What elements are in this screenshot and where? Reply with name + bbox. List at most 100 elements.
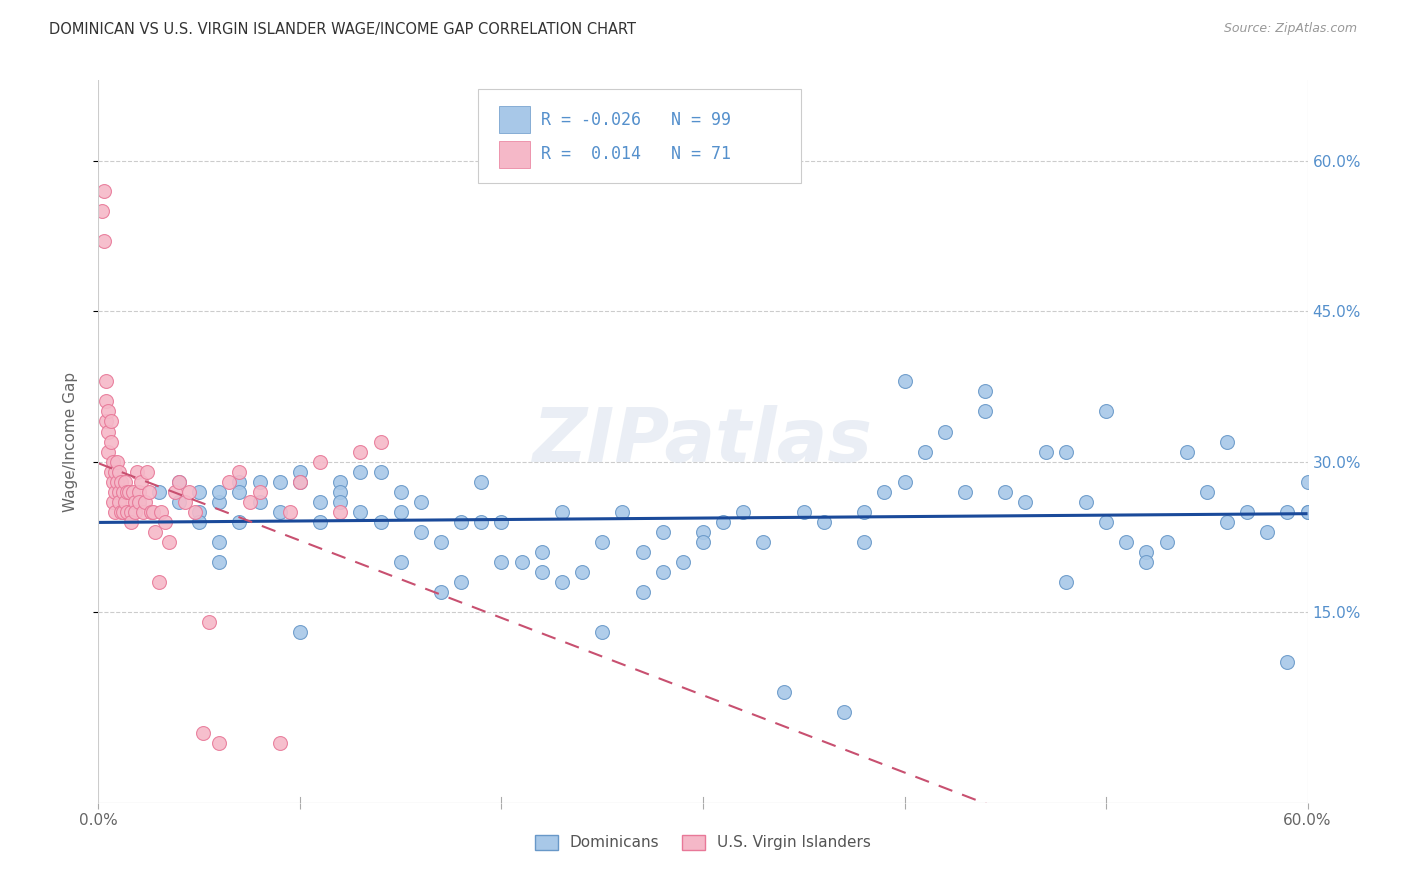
Point [167, 494, 190, 508]
Point [107, 494, 129, 508]
Point [167, 475, 190, 489]
Point [631, 545, 654, 559]
Point [132, 505, 155, 519]
Point [450, 575, 472, 590]
Point [188, 484, 211, 499]
Point [120, 515, 142, 529]
Point [349, 444, 371, 458]
Point [228, 475, 250, 489]
Point [101, 494, 124, 508]
Point [163, 484, 186, 499]
Point [124, 505, 146, 519]
Point [96, 375, 118, 389]
Point [111, 505, 134, 519]
Point [591, 535, 613, 549]
Point [329, 494, 352, 508]
Point [470, 515, 492, 529]
Point [208, 535, 231, 549]
Point [174, 494, 197, 508]
Point [309, 494, 332, 508]
Point [1236, 505, 1258, 519]
Point [135, 465, 157, 479]
Point [672, 555, 695, 569]
Point [370, 434, 392, 449]
Point [114, 494, 136, 508]
Point [228, 484, 250, 499]
Point [329, 475, 352, 489]
Point [430, 535, 453, 549]
Point [100, 414, 122, 429]
Point [389, 505, 412, 519]
Point [430, 585, 453, 599]
Point [114, 475, 136, 489]
Point [139, 505, 162, 519]
Point [208, 735, 231, 749]
Point [288, 475, 311, 489]
Point [832, 706, 855, 720]
Point [110, 475, 132, 489]
Point [349, 505, 371, 519]
Point [974, 384, 997, 399]
Point [96, 414, 118, 429]
Point [893, 375, 915, 389]
Point [218, 475, 240, 489]
Point [853, 505, 876, 519]
Point [1135, 545, 1157, 559]
Point [103, 505, 125, 519]
Point [188, 505, 211, 519]
Point [288, 475, 311, 489]
Legend: Dominicans, U.S. Virgin Islanders: Dominicans, U.S. Virgin Islanders [529, 829, 877, 856]
Point [491, 515, 513, 529]
Point [288, 465, 311, 479]
Point [692, 535, 714, 549]
Point [1296, 505, 1319, 519]
Point [510, 555, 533, 569]
Point [893, 475, 915, 489]
Point [228, 465, 250, 479]
Point [752, 535, 775, 549]
Point [551, 575, 574, 590]
Point [103, 484, 125, 499]
Point [228, 515, 250, 529]
Point [105, 455, 128, 469]
Point [370, 515, 392, 529]
Point [1277, 655, 1299, 669]
Point [1054, 444, 1077, 458]
Point [953, 484, 976, 499]
Point [389, 555, 412, 569]
Point [249, 494, 271, 508]
Point [157, 535, 180, 549]
Point [167, 475, 190, 489]
Point [153, 515, 176, 529]
Point [91, 203, 114, 218]
Point [1277, 505, 1299, 519]
Point [530, 565, 553, 579]
Point [269, 735, 291, 749]
Text: ZIPatlas: ZIPatlas [533, 405, 873, 478]
Point [309, 455, 332, 469]
Point [329, 484, 352, 499]
Point [974, 404, 997, 418]
Y-axis label: Wage/Income Gap: Wage/Income Gap [63, 371, 77, 512]
Point [120, 505, 142, 519]
Point [278, 505, 301, 519]
Point [115, 484, 138, 499]
Point [96, 394, 118, 409]
Point [409, 524, 432, 539]
Point [121, 484, 143, 499]
Point [97, 425, 120, 439]
Text: R = -0.026   N = 99: R = -0.026 N = 99 [541, 111, 731, 128]
Point [491, 555, 513, 569]
Point [1256, 524, 1278, 539]
Point [389, 484, 412, 499]
Point [651, 565, 673, 579]
Point [530, 545, 553, 559]
Point [148, 575, 170, 590]
Point [105, 475, 128, 489]
Text: R =  0.014   N = 71: R = 0.014 N = 71 [541, 145, 731, 163]
Point [934, 425, 956, 439]
Point [1175, 444, 1198, 458]
Point [470, 475, 492, 489]
Point [100, 465, 122, 479]
Point [450, 515, 472, 529]
